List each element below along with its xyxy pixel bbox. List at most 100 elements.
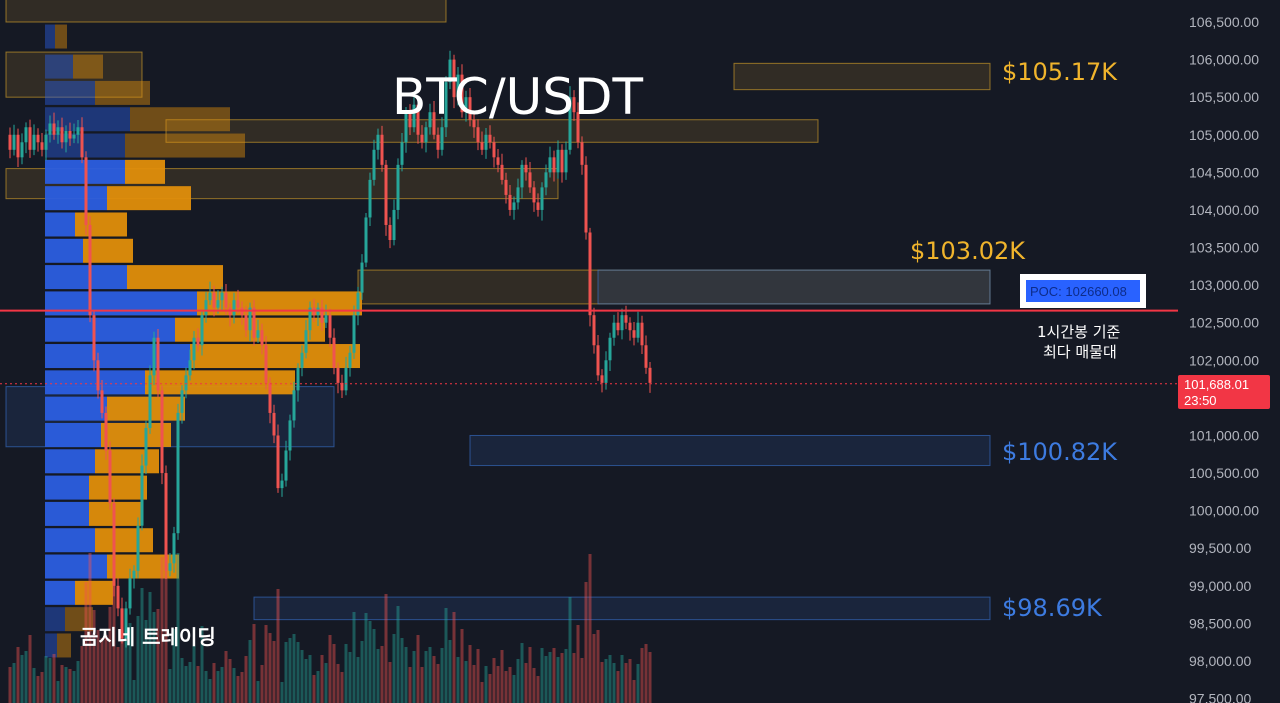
- candle-body-37: [152, 337, 156, 376]
- volume-bar-73: [296, 642, 300, 703]
- volume-bar-96: [388, 662, 392, 703]
- volume-bar-38: [156, 609, 160, 703]
- price-axis-layer: 106,500.00 106,000.00 105,500.00 105,000.00…: [1189, 14, 1259, 703]
- candle-body-81: [328, 315, 332, 338]
- volume-bar-159: [640, 648, 644, 703]
- volume-bar-71: [288, 638, 292, 703]
- volume-bar-46: [188, 662, 192, 703]
- volume-bar-25: [104, 635, 108, 703]
- volume-bar-53: [216, 671, 220, 703]
- candle-body-127: [512, 202, 516, 210]
- volume-bar-141: [568, 597, 572, 703]
- candle-body-35: [144, 427, 148, 466]
- volume-bar-147: [592, 634, 596, 703]
- vp-sell-5: [125, 159, 165, 184]
- vp-buy-3: [45, 107, 130, 132]
- volume-bar-100: [404, 647, 408, 703]
- candle-body-151: [608, 337, 612, 361]
- candle-body-157: [632, 330, 636, 338]
- volume-bar-80: [324, 663, 328, 703]
- volume-bar-150: [604, 659, 608, 703]
- candle-body-38: [156, 337, 160, 391]
- candle-body-7: [32, 134, 36, 150]
- volume-bar-26: [108, 607, 112, 703]
- candle-body-118: [476, 127, 480, 143]
- candle-body-9: [40, 142, 44, 150]
- volume-bar-49: [200, 626, 204, 703]
- volume-bar-51: [208, 679, 212, 703]
- candle-body-143: [576, 112, 580, 143]
- candle-body-55: [224, 292, 228, 308]
- volume-bar-118: [476, 649, 480, 703]
- volume-bar-97: [392, 634, 396, 703]
- volume-bar-104: [420, 667, 424, 703]
- candle-body-160: [644, 345, 648, 368]
- candle-body-25: [104, 412, 108, 451]
- candle-body-133: [536, 202, 540, 210]
- candle-body-12: [52, 123, 56, 135]
- volume-bar-50: [204, 671, 208, 703]
- candle-body-39: [160, 390, 164, 474]
- candle-body-84: [340, 382, 344, 391]
- volume-bar-29: [120, 631, 124, 703]
- volume-bar-132: [532, 668, 536, 703]
- vp-buy-20: [45, 554, 107, 579]
- volume-bar-79: [320, 655, 324, 703]
- vp-sell-6: [107, 186, 191, 211]
- volume-bar-142: [572, 653, 576, 703]
- vp-buy-23: [45, 633, 57, 658]
- candle-body-147: [592, 315, 596, 346]
- volume-bar-55: [224, 651, 228, 703]
- vp-sell-21: [75, 580, 113, 605]
- candle-body-42: [172, 533, 176, 564]
- volume-bar-34: [140, 588, 144, 703]
- volume-bar-77: [312, 675, 316, 703]
- candle-body-117: [472, 119, 476, 128]
- y-tick-3: 105,000.00: [1189, 127, 1259, 143]
- candle-body-153: [616, 322, 620, 331]
- volume-bar-37: [152, 612, 156, 703]
- volume-bar-8: [36, 676, 40, 703]
- volume-bar-161: [648, 652, 652, 703]
- volume-bar-41: [168, 669, 172, 703]
- vp-buy-11: [45, 317, 175, 342]
- volume-bar-148: [596, 630, 600, 703]
- zone-6: [597, 269, 991, 305]
- poc-label: POC: 102660.08: [1030, 284, 1127, 299]
- candle-body-34: [140, 465, 144, 526]
- candle-body-98: [396, 164, 400, 210]
- volume-bar-127: [512, 675, 516, 703]
- candle-body-67: [272, 412, 276, 436]
- candle-body-26: [108, 450, 112, 504]
- candle-body-138: [556, 149, 560, 173]
- candle-body-80: [324, 315, 328, 323]
- volume-bar-16: [68, 669, 72, 703]
- volume-bar-119: [480, 682, 484, 703]
- candle-body-124: [500, 164, 504, 180]
- candle-body-15: [64, 131, 68, 143]
- volume-bar-113: [456, 657, 460, 703]
- volume-bar-140: [564, 649, 568, 703]
- candle-body-97: [392, 209, 396, 241]
- vp-sell-9: [127, 265, 223, 290]
- volume-bar-135: [544, 656, 548, 703]
- volume-bar-19: [80, 646, 84, 703]
- volume-bar-20: [84, 582, 88, 703]
- volume-bar-151: [608, 655, 612, 703]
- volume-bar-33: [136, 616, 140, 703]
- vp-buy-16: [45, 449, 95, 474]
- candle-body-31: [128, 578, 132, 609]
- volume-bar-105: [424, 651, 428, 703]
- volume-bar-125: [504, 671, 508, 703]
- zone-0: [5, 0, 447, 23]
- volume-bar-68: [276, 589, 280, 703]
- candle-body-66: [268, 382, 272, 413]
- candle-body-150: [604, 360, 608, 383]
- volume-bar-78: [316, 671, 320, 703]
- candle-body-74: [300, 352, 304, 368]
- candle-body-88: [356, 292, 360, 316]
- volume-bar-58: [236, 676, 240, 703]
- candle-body-102: [412, 104, 416, 128]
- volume-bar-93: [376, 649, 380, 703]
